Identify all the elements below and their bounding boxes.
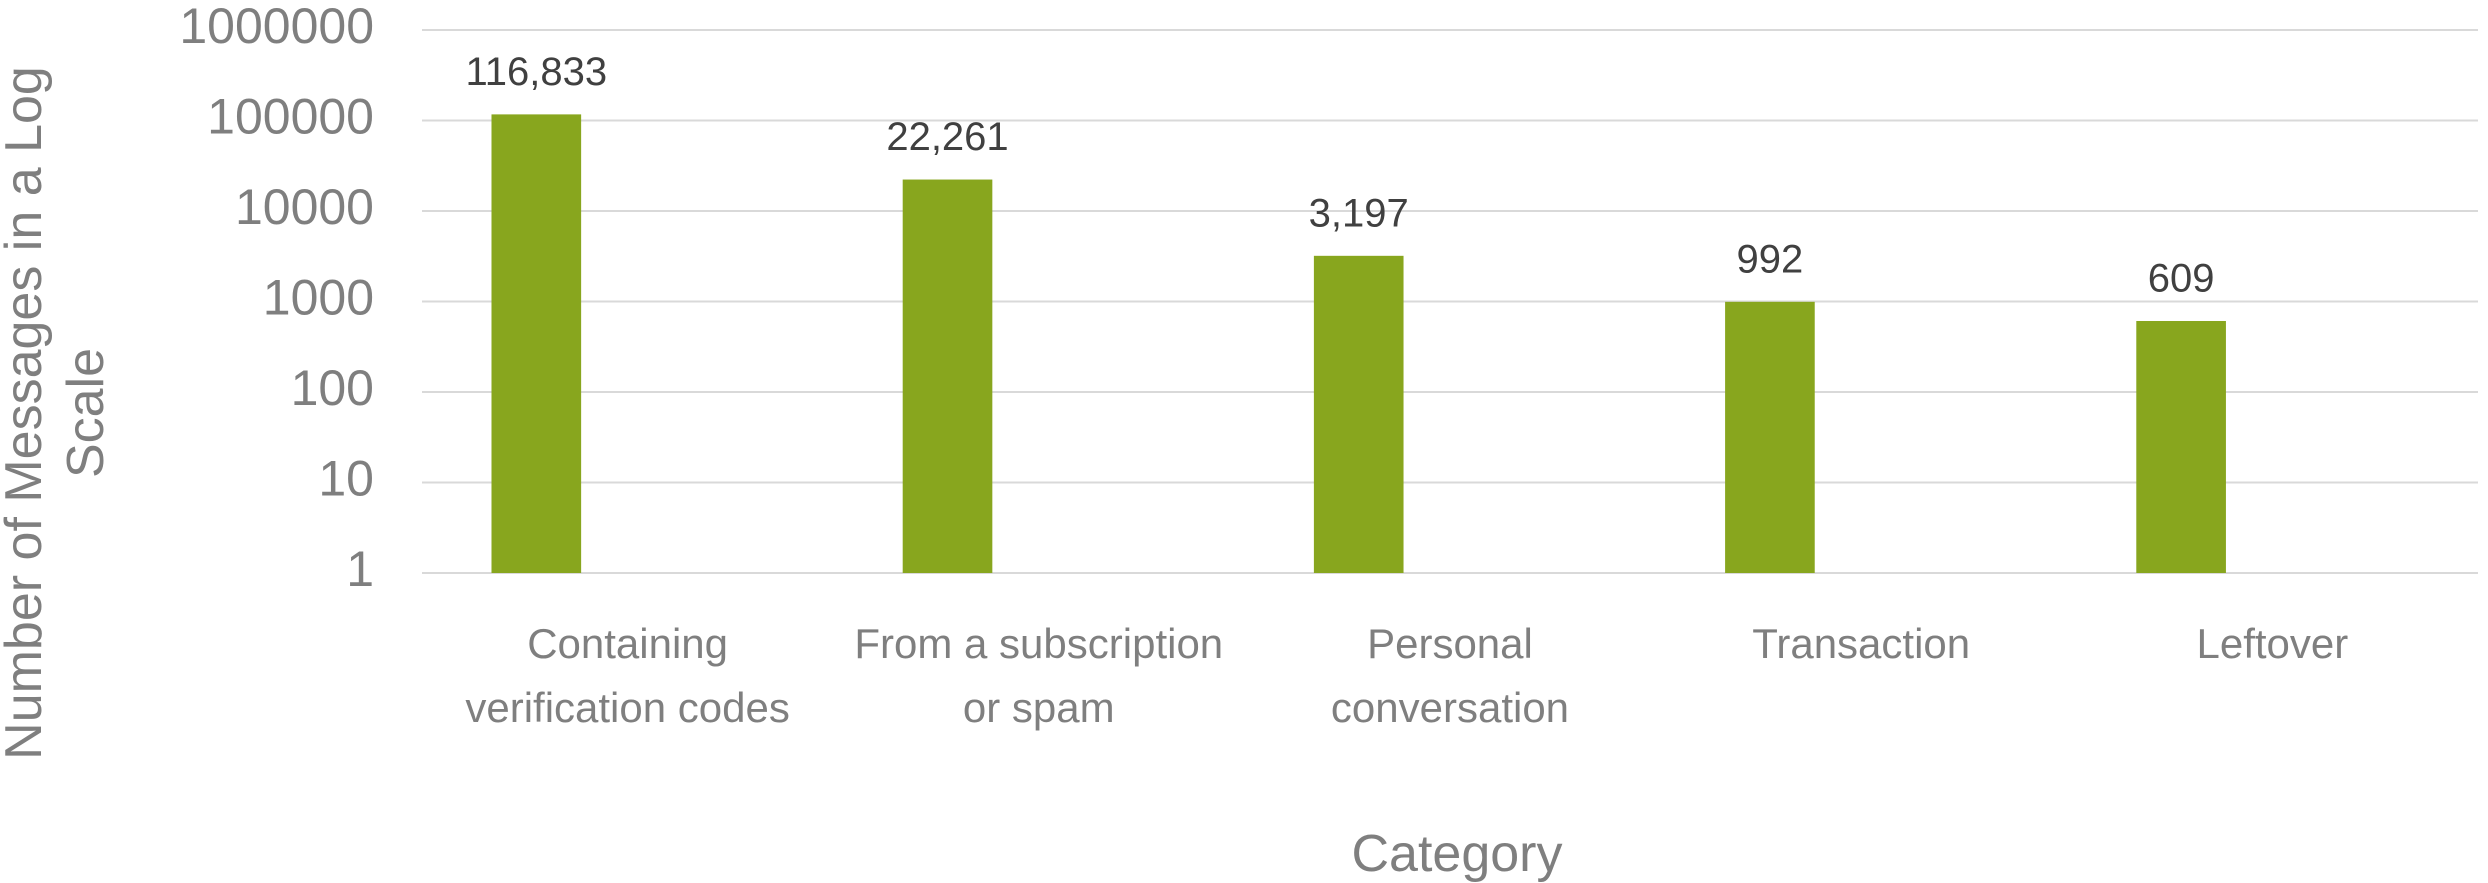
x-tick-label: Personal conversation	[1330, 620, 1570, 731]
x-tick-label: From a subscription or spam	[854, 620, 1224, 731]
x-tick-label: Transaction	[1752, 620, 1971, 667]
value-label: 992	[1737, 237, 1804, 281]
value-label: 609	[2148, 257, 2215, 301]
bar	[491, 114, 582, 574]
y-tick-label: 100000	[207, 89, 374, 145]
x-axis-title: Category	[1351, 825, 1563, 883]
value-label: 3,197	[1309, 191, 1409, 235]
value-label: 22,261	[886, 115, 1008, 159]
bar	[1313, 255, 1404, 573]
bar	[1725, 301, 1815, 573]
y-tick-label: 1000	[263, 270, 374, 326]
bar	[2136, 320, 2226, 573]
y-tick-label: 10	[318, 451, 374, 507]
x-tick-label: Containing verification codes	[465, 620, 790, 731]
y-tick-label: 1000000	[179, 0, 374, 54]
value-label: 116,833	[466, 50, 608, 94]
x-tick-label: Leftover	[2196, 620, 2349, 667]
y-axis-title: Number of Messages in a Log Scale	[0, 66, 115, 760]
bar	[902, 179, 993, 573]
y-tick-label: 10000	[235, 179, 374, 235]
y-tick-label: 1	[346, 541, 374, 597]
y-tick-label: 100	[291, 360, 374, 416]
